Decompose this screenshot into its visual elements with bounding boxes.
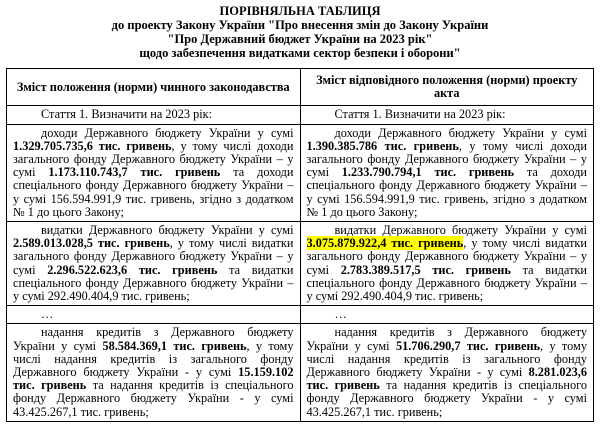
amount: 1.173.110.743,7 тис. гривень <box>48 165 221 180</box>
column-header: Зміст положення (норми) чинного законода… <box>6 67 301 107</box>
table-cell: … <box>299 305 594 325</box>
paragraph: надання кредитів з Державного бюджету Ук… <box>13 325 294 419</box>
text-run: надання кредитів з Державного бюджету Ук… <box>13 325 294 353</box>
table-row: надання кредитів з Державного бюджету Ук… <box>6 323 594 422</box>
text-run: та видатки спеціального фонду Державного… <box>13 262 294 304</box>
header-line: ПОРІВНЯЛЬНА ТАБЛИЦЯ <box>219 4 381 18</box>
text-run: , у тому числі надання кредитів із загал… <box>306 338 588 380</box>
table-cell: Стаття 1. Визначити на 2023 рік: <box>299 105 594 125</box>
comparison-table: Зміст положення (норми) чинного законода… <box>6 67 594 422</box>
amount: 58.584.369,1 тис. гривень <box>102 338 247 353</box>
document-header: ПОРІВНЯЛЬНА ТАБЛИЦЯ до проекту Закону Укр… <box>0 0 600 60</box>
paragraph: … <box>13 308 294 321</box>
amount: 2.589.013.028,5 тис. гривень <box>13 236 170 251</box>
paragraph: видатки Державного бюджету України у сум… <box>13 223 294 304</box>
table-cell: Стаття 1. Визначити на 2023 рік: <box>6 105 301 125</box>
highlighted-amount: 3.075.879.922,4 тис. гривень <box>306 236 464 251</box>
text-run: та видатки спеціального фонду Державного… <box>306 262 588 304</box>
header-line: до проекту Закону України "Про внесення … <box>111 18 489 32</box>
text-run: … <box>334 307 347 322</box>
paragraph: … <box>307 308 588 321</box>
text-run: Стаття 1. Визначити на 2023 рік: <box>41 107 213 122</box>
amount: 2.296.522.623,6 тис. гривень <box>47 262 218 277</box>
text-run: видатки Державного бюджету України у сум… <box>41 223 294 238</box>
table-cell: видатки Державного бюджету України у сум… <box>6 221 301 307</box>
text-run: Стаття 1. Визначити на 2023 рік: <box>334 107 506 122</box>
paragraph: доходи Державного бюджету України у сумі… <box>306 125 588 219</box>
amount: 51.706.290,7 тис. гривень <box>395 338 541 353</box>
text-run: надання кредитів з Державного бюджету Ук… <box>306 325 588 353</box>
text-run: доходи Державного бюджету України у сумі <box>41 125 294 140</box>
text-run: та надання кредитів із спеціального фонд… <box>306 378 588 419</box>
text-run: видатки Державного бюджету України у сум… <box>334 223 588 238</box>
header-row: Зміст положення (норми) чинного законода… <box>6 67 594 107</box>
text-run: … <box>41 307 54 322</box>
table-cell: видатки Державного бюджету України у сум… <box>299 221 594 307</box>
paragraph: надання кредитів з Державного бюджету Ук… <box>306 325 588 419</box>
header-line: "Про Державний бюджет України на 2023 рі… <box>167 32 433 46</box>
column-header: Зміст відповідного положення (норми) про… <box>299 67 594 107</box>
table-cell: надання кредитів з Державного бюджету Ук… <box>299 323 594 422</box>
header-line: щодо забезпечення видатками сектор безпе… <box>139 46 461 60</box>
amount: 2.783.389.517,5 тис. гривень <box>340 262 511 277</box>
text-run: та надання кредитів із спеціального фонд… <box>13 378 294 419</box>
table-cell: … <box>6 305 301 325</box>
paragraph: Стаття 1. Визначити на 2023 рік: <box>307 108 588 121</box>
table-cell: надання кредитів з Державного бюджету Ук… <box>6 323 301 422</box>
text-run: , у тому числі надання кредитів із загал… <box>13 338 294 380</box>
paragraph: доходи Державного бюджету України у сумі… <box>13 125 294 219</box>
text-run: , у тому числі видатки загального фонду … <box>13 236 294 277</box>
paragraph: видатки Державного бюджету України у сум… <box>306 223 588 304</box>
table-cell: доходи Державного бюджету України у сумі… <box>6 123 301 223</box>
amount: 1.329.705.735,6 тис. гривень <box>13 138 172 153</box>
table-body: Стаття 1. Визначити на 2023 рік: Стаття 1… <box>6 105 594 422</box>
text-run: доходи Державного бюджету України у сумі <box>334 125 588 140</box>
amount: 15.159.102 тис. гривень <box>13 365 294 393</box>
table-row: доходи Державного бюджету України у сумі… <box>6 123 594 223</box>
text-run: та доходи спеціального фонду Державного … <box>306 165 588 219</box>
amount: 1.233.790.794,1 тис. гривень <box>341 165 515 180</box>
table-row: видатки Державного бюджету України у сум… <box>6 221 594 307</box>
text-run: , у тому числі видатки загального фонду … <box>306 236 588 277</box>
text-run: , у тому числі доходи загального фонду Д… <box>13 138 294 180</box>
text-run: та доходи спеціального фонду Державного … <box>13 165 294 219</box>
paragraph: Стаття 1. Визначити на 2023 рік: <box>13 108 294 121</box>
table-cell: доходи Державного бюджету України у сумі… <box>299 123 594 223</box>
amount: 1.390.385.786 тис. гривень <box>306 138 459 153</box>
amount: 8.281.023,6 тис. гривень <box>306 365 588 393</box>
text-run: , у тому числі доходи загального фонду Д… <box>306 138 588 180</box>
table-row: Стаття 1. Визначити на 2023 рік: Стаття 1… <box>6 105 594 125</box>
table-row: …… <box>6 305 594 325</box>
